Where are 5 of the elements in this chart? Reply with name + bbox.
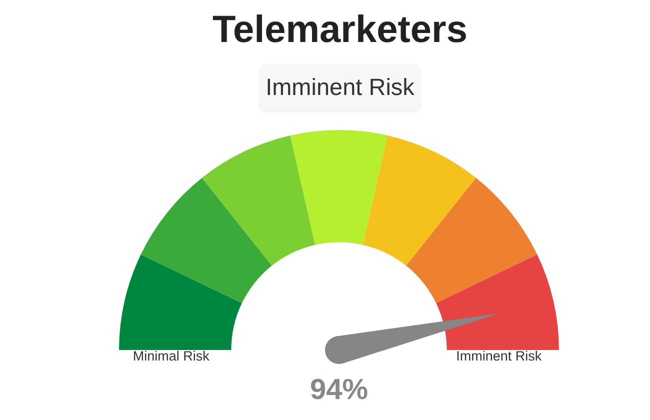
text: 94% [310,374,368,406]
slice-label: Minimal Risk [132,348,210,364]
chart-title: Telemarketers [212,9,468,51]
chart-subtitle: Imminent Risk [260,65,420,110]
slice-label: Imminent Risk [456,348,542,364]
